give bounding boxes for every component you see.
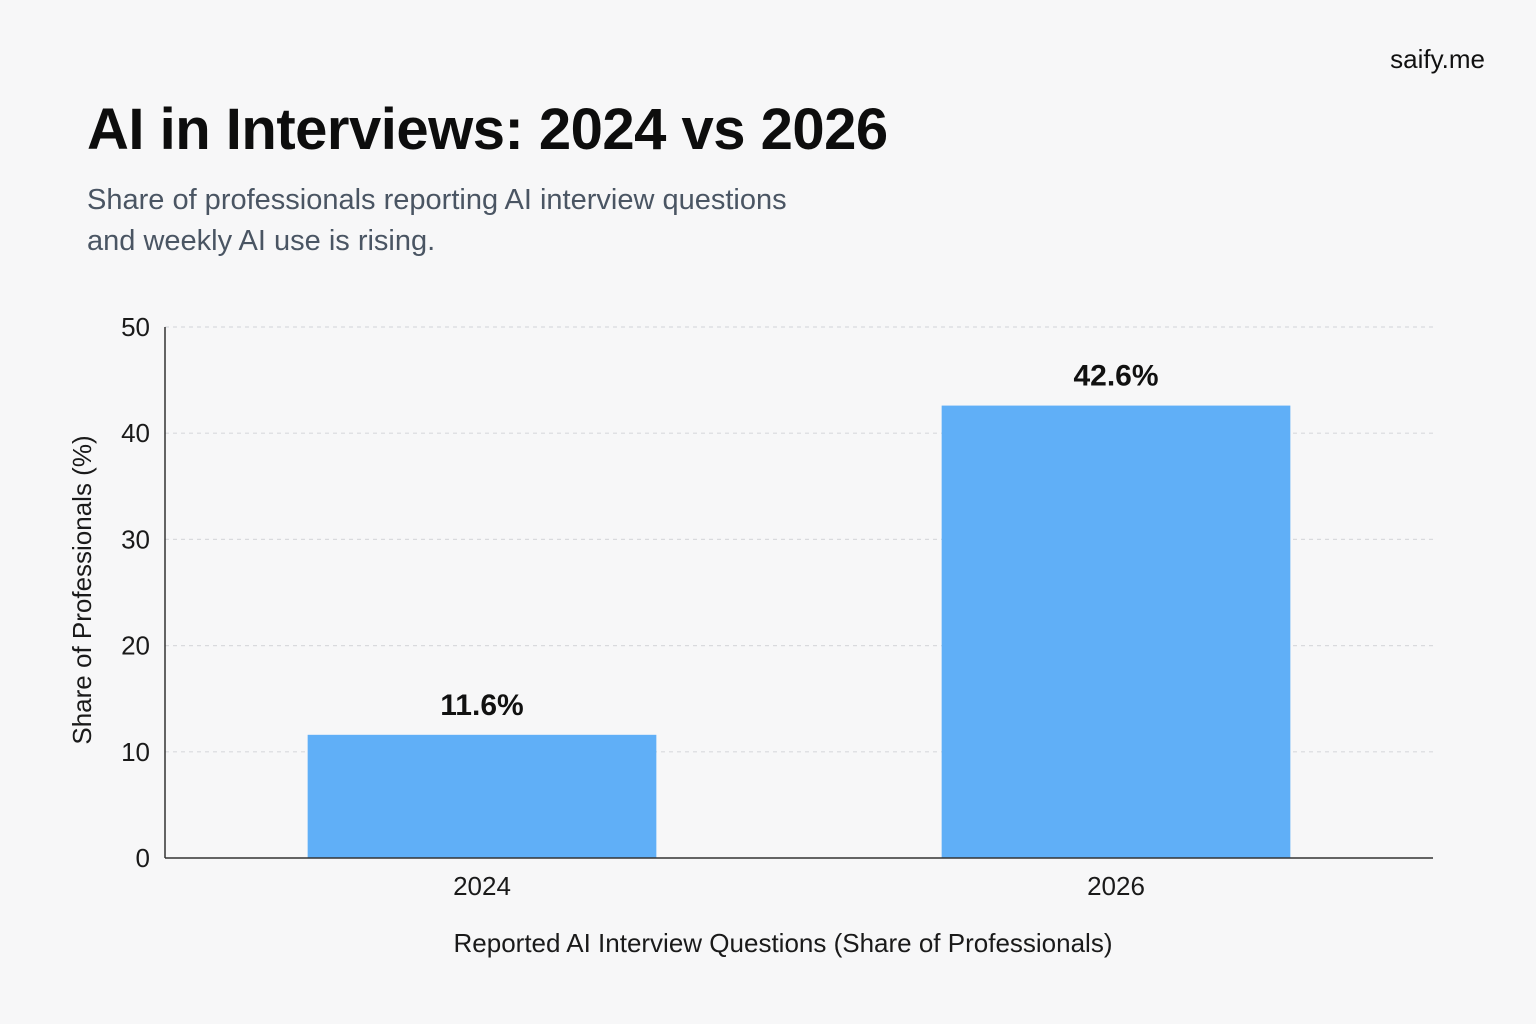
- subtitle-line-1: Share of professionals reporting AI inte…: [87, 184, 787, 216]
- y-tick-label: 40: [121, 418, 150, 448]
- y-axis-ticks: 0 10 20 30 40 50: [121, 312, 150, 873]
- brand-label: saify.me: [1390, 44, 1485, 74]
- bar-2026: [941, 405, 1291, 858]
- x-axis-title: Reported AI Interview Questions (Share o…: [454, 928, 1113, 958]
- data-label-2024: 11.6%: [440, 689, 523, 722]
- x-tick-label-2026: 2026: [1087, 871, 1145, 901]
- y-tick-label: 30: [121, 524, 150, 554]
- chart-subtitle: Share of professionals reporting AI inte…: [87, 180, 887, 262]
- bars: [307, 405, 1291, 858]
- subtitle-line-2: and weekly AI use is rising.: [87, 225, 436, 257]
- bar-2024: [307, 734, 657, 858]
- x-tick-label-2024: 2024: [453, 871, 511, 901]
- y-tick-label: 0: [136, 843, 150, 873]
- x-axis-ticks: 2024 2026: [453, 871, 1145, 901]
- data-labels: 11.6% 42.6%: [440, 360, 1158, 722]
- data-label-2026: 42.6%: [1073, 360, 1158, 393]
- chart-title: AI in Interviews: 2024 vs 2026: [87, 97, 888, 162]
- y-tick-label: 50: [121, 312, 150, 342]
- y-axis-title: Share of Professionals (%): [67, 435, 97, 744]
- y-tick-label: 10: [121, 737, 150, 767]
- y-tick-label: 20: [121, 631, 150, 661]
